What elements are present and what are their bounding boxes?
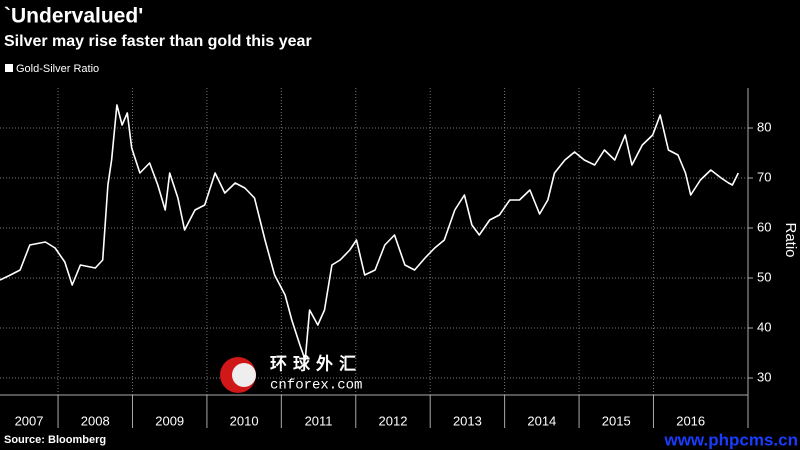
x-tick-label: 2014	[527, 413, 556, 428]
x-tick-label: 2009	[155, 413, 184, 428]
chart-subtitle: Silver may rise faster than gold this ye…	[4, 33, 312, 50]
watermark: 环球外汇	[270, 353, 362, 373]
x-tick-label: 2008	[81, 413, 110, 428]
x-tick-label: 2007	[15, 413, 44, 428]
y-tick-label: 30	[757, 369, 771, 384]
x-tick-label: 2013	[453, 413, 482, 428]
x-tick-label: 2011	[305, 413, 333, 428]
y-tick-label: 60	[757, 219, 771, 234]
series-line	[0, 104, 740, 361]
y-axis-label: Ratio	[782, 222, 799, 257]
x-tick-label: 2015	[602, 413, 631, 428]
y-tick-label: 70	[757, 169, 771, 184]
y-tick-label: 80	[757, 119, 771, 134]
legend-label: Gold-Silver Ratio	[16, 63, 99, 75]
y-tick-label: 50	[757, 269, 771, 284]
watermark-logo	[232, 363, 256, 387]
x-tick-label: 2016	[676, 413, 705, 428]
legend-swatch	[5, 64, 13, 72]
y-tick-label: 40	[757, 319, 771, 334]
watermark: www.phpcms.cn	[663, 430, 798, 449]
watermark: cnforex.com	[270, 378, 362, 394]
x-tick-label: 2012	[379, 413, 408, 428]
source: Source: Bloomberg	[4, 434, 106, 446]
x-tick-label: 2010	[230, 413, 259, 428]
chart-title: `Undervalued'	[4, 5, 143, 28]
